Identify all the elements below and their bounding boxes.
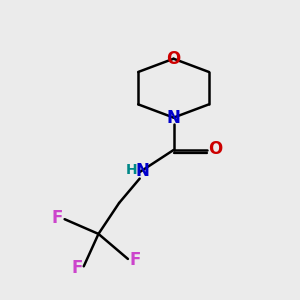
- Text: F: F: [130, 251, 141, 269]
- Text: H: H: [126, 163, 137, 177]
- Text: F: F: [52, 209, 63, 227]
- Text: F: F: [72, 259, 83, 277]
- Text: O: O: [208, 140, 222, 158]
- Text: N: N: [167, 109, 181, 127]
- Text: N: N: [135, 163, 149, 181]
- Text: O: O: [167, 50, 181, 68]
